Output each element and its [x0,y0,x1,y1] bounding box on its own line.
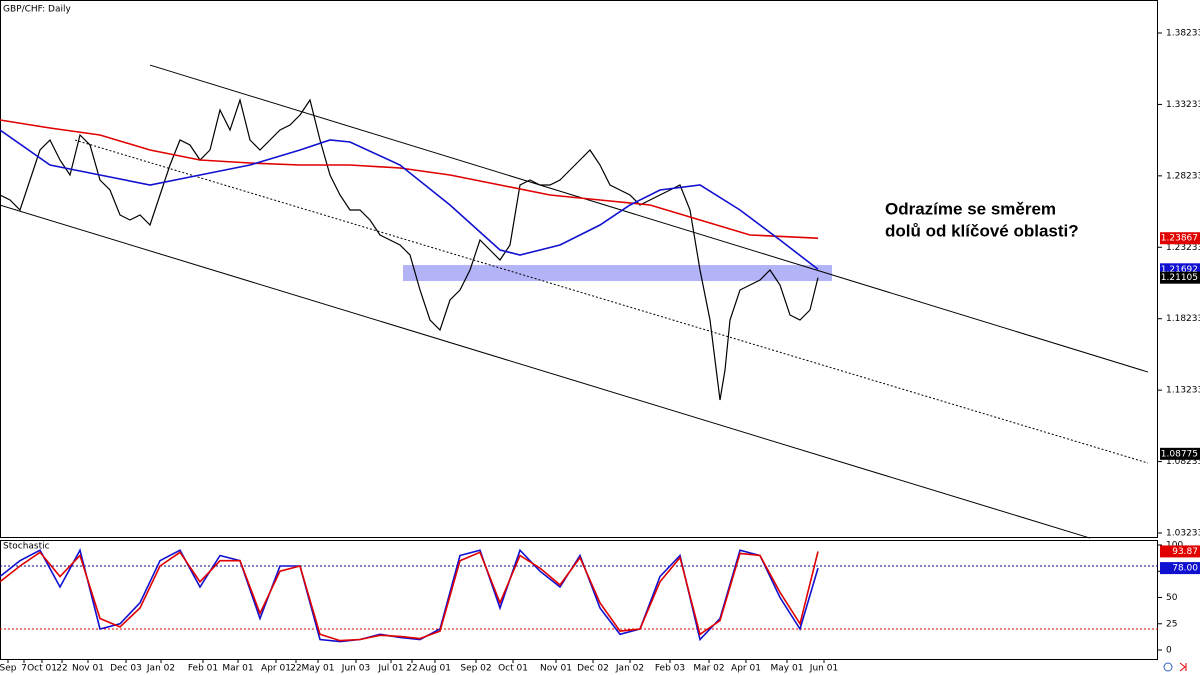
x-tick-label: Oct 01 [27,664,57,674]
x-tick-label: May 01 [771,664,804,674]
trend-line [74,139,1149,464]
x-tick-label: Feb 03 [655,664,685,674]
y-tick-label: 1.13233 [1166,386,1200,396]
x-tick-label: Jan 02 [615,664,644,674]
stochastic-panel [0,540,1158,660]
x-tick-label: Jun 03 [341,664,370,674]
price-tag-label: 1.21105 [1161,273,1198,283]
price-tag-label: 93.87 [1172,547,1198,557]
y-tick-label: 25 [1166,619,1177,629]
trend-line [0,204,1091,539]
icon [1179,662,1187,672]
y-tick-label: 1.28233 [1166,171,1200,181]
x-tick-label: Jun 01 [809,664,838,674]
series-line [0,129,819,270]
x-tick-label: Mar 02 [693,664,724,674]
x-tick-label: 7 [21,664,27,674]
y-tick-label: 0 [1166,646,1172,656]
y-tick-label: 1.23233 [1166,243,1200,253]
price-tag-label: 1.08775 [1161,449,1198,459]
x-tick-label: Aug 01 [419,664,451,674]
y-tick-label: 1.38233 [1166,29,1200,39]
price-tag [1160,232,1200,245]
y-tick-label: 1.18233 [1166,314,1200,324]
price-tag-label: 78.00 [1172,564,1198,574]
series-line [0,551,819,642]
chart-title: GBP/CHF: Daily [3,5,71,15]
x-tick-label: Oct 01 [498,664,528,674]
price-tag [1160,271,1200,284]
price-panel [0,0,1158,538]
x-tick-label: Apr 01 [731,664,761,674]
indicator-title: Stochastic [3,542,50,552]
annotation: Odrazíme se směrem [885,199,1056,218]
x-tick-label: Sep 02 [460,664,491,674]
x-tick-label: Dec 03 [110,664,142,674]
x-tick-label: Jan 02 [146,664,175,674]
x-tick-label: 22 [290,664,301,674]
y-tick-label: 50 [1166,593,1178,603]
price-tag [1160,562,1200,575]
x-tick-label: 22 [56,664,67,674]
price-tag [1160,545,1200,558]
x-tick-label: Jul 01 [377,664,403,674]
price-tag-label: 1.23867 [1161,234,1198,244]
y-tick-label: 1.33233 [1166,100,1200,110]
price-tag-label: 1.21692 [1161,265,1198,275]
series-line [0,119,819,239]
x-tick-label: Sep [0,664,17,674]
icons [1163,662,1187,672]
x-tick-label: 22 [406,664,417,674]
x-tick-label: Apr 01 [261,664,291,674]
y-tick-label: 1.03233 [1166,529,1200,539]
x-tick-label: Mar 01 [222,664,253,674]
x-tick-label: Feb 01 [188,664,218,674]
key-zone [403,265,832,282]
x-tick-label: Nov 01 [540,664,572,674]
series-line [0,97,819,401]
y-tick-label: 1.08233 [1166,457,1200,467]
price-tag [1160,447,1200,460]
annotation: dolů od klíčové oblasti? [885,221,1079,240]
x-tick-label: May 01 [302,664,335,674]
x-tick-label: Nov 01 [72,664,104,674]
trend-line [149,64,1149,373]
icon [1163,662,1173,672]
x-tick-label: Dec 02 [577,664,609,674]
